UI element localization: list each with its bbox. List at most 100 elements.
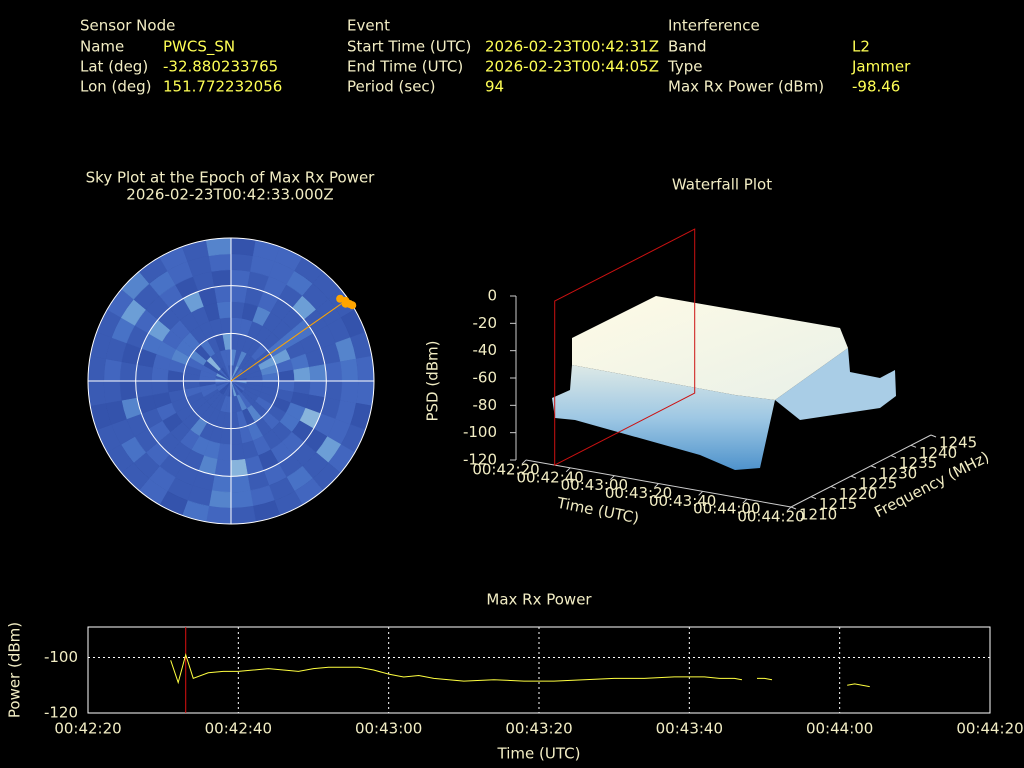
x-tick-label: 00:43:40 [656,720,723,738]
x-tick-label: 00:44:00 [693,500,760,518]
x-tick-label: 00:43:00 [355,720,422,738]
y-tick-label: 1210 [799,506,837,524]
source-bearing [230,300,346,382]
x-tick-label: 00:44:20 [956,720,1023,738]
field-value: 2026-02-23T00:44:05Z [485,58,659,76]
z-tick-label: -20 [473,314,498,332]
x-tick-label: 00:42:40 [205,720,272,738]
waterfall-plot: 0-20-40-60-80-100-12000:42:2000:42:4000:… [463,228,977,526]
x-tick-label: 00:44:20 [737,508,804,526]
waterfall-title: Waterfall Plot [672,176,772,194]
y-tick-label: 1235 [899,454,937,472]
x-tick-label: 00:44:00 [806,720,873,738]
x-tick [565,467,571,473]
header: Sensor Node Name PWCS_SN Lat (deg) -32.88023… [80,17,911,96]
x-tick [786,506,792,512]
source-point [348,301,357,310]
field-value: 2026-02-23T00:42:31Z [485,38,659,56]
field-value: 94 [485,78,504,96]
sky-cell [324,380,343,401]
line-y-title: Power (dBm) [6,622,24,718]
sky-cell [103,358,122,382]
sky-cell [230,474,251,493]
x-tick [654,483,659,488]
line-chart: 00:42:20 00:42:40 00:43:00 00:43:20 00:43:40… [44,626,1024,738]
field-label: Start Time (UTC) [347,38,471,56]
sky-subtitle: 2026-02-23T00:42:33.000Z [126,186,333,204]
y-tick-label: 1225 [859,475,897,493]
y-tick [850,475,857,479]
z-tick-label: -120 [463,451,497,469]
surface-front [552,365,775,470]
z-tick-label: -60 [473,369,498,387]
y-tick-label: 1220 [839,485,877,503]
source-point [341,299,350,308]
x-tick [609,475,615,481]
sky-cell [230,253,254,272]
y-tick-label: -100 [44,648,78,666]
sky-cell [119,380,138,401]
source-point [336,294,345,303]
sky-cell [208,253,232,272]
y-tick [890,455,897,459]
sky-cell [205,505,232,525]
sky-cell [340,358,359,382]
sky-plot [87,237,375,525]
sky-cell [308,364,327,382]
y-tick-label: 1215 [819,495,857,513]
sky-cell [103,380,122,404]
z-tick-label: -100 [463,423,497,441]
x-tick-label: 00:43:00 [561,476,628,494]
field-value: 151.772232056 [163,78,282,96]
field-value: PWCS_SN [163,38,235,57]
sky-cell [214,285,232,304]
sky-cell [205,237,232,257]
x-tick [742,498,748,504]
sky-cell [293,366,311,382]
x-tick-label: 00:42:40 [516,468,583,486]
y-tick [930,434,937,438]
x-tick-label: 00:43:20 [505,720,572,738]
sky-cell [230,443,246,461]
sky-cell [87,355,107,382]
sky-cell [355,355,375,382]
y-tick-label: 1240 [919,444,957,462]
field-label: Max Rx Power (dBm) [668,78,824,96]
plot-frame [87,626,991,714]
z-tick-label: 0 [487,287,497,305]
sky-cell [230,505,257,525]
z-axis-title: PSD (dBm) [424,340,442,421]
surface-tail [775,348,896,420]
x-tick-label: 00:43:40 [649,492,716,510]
y-tick [830,485,837,489]
y-tick-label: 1230 [879,464,917,482]
sky-cell [208,490,232,509]
sky-cell [211,269,232,288]
sky-cell [87,380,107,407]
epoch-plane [554,228,696,466]
field-label: Band [668,38,707,56]
field-label: Lat (deg) [80,58,148,76]
z-tick-label: -80 [473,396,498,414]
sky-title: Sky Plot at the Epoch of Max Rx Power [86,169,376,187]
field-value: -98.46 [852,78,900,96]
section-title: Sensor Node [80,17,175,35]
y-tick-label: 1245 [939,434,977,452]
sky-cell [340,380,359,404]
y-tick-label: -120 [44,704,78,722]
field-label: Type [667,58,702,76]
field-label: Period (sec) [347,78,436,96]
sky-cell [216,301,232,319]
x-tick-label: 00:43:20 [605,484,672,502]
field-value: L2 [852,38,870,56]
y-tick [810,496,817,500]
section-title: Interference [668,17,760,35]
sky-cell [151,380,169,396]
sky-cell [230,458,248,477]
sky-cell [119,361,138,382]
sky-cell [230,490,254,509]
surface-top [572,296,848,400]
field-label: End Time (UTC) [347,58,463,76]
